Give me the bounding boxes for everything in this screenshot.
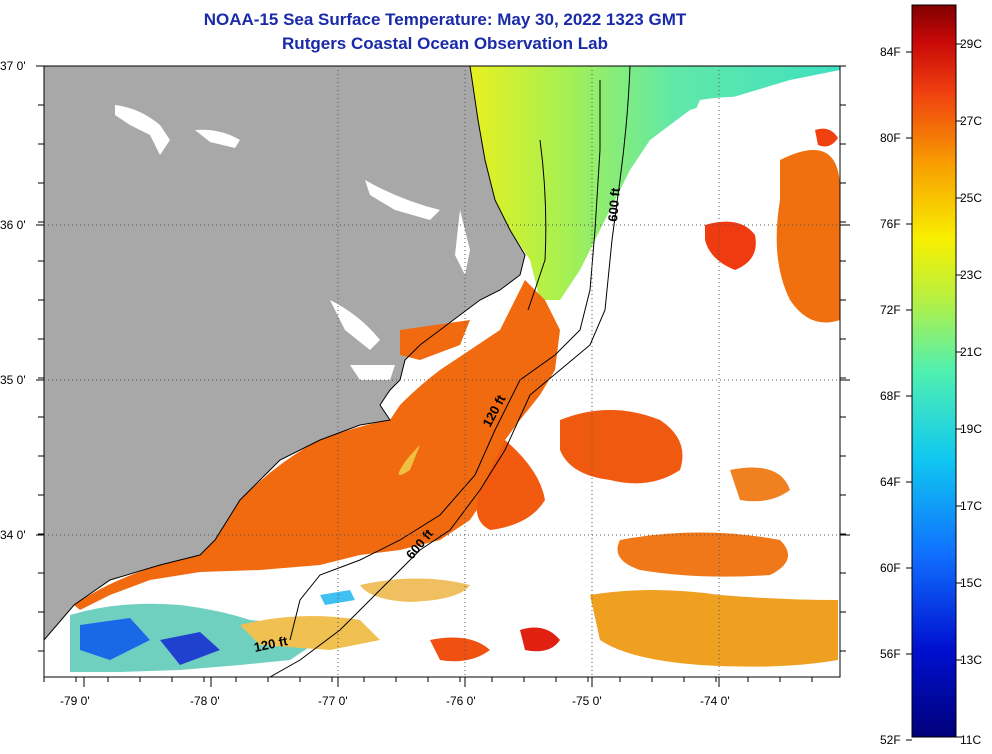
lon-label-74: -74 0' [700, 694, 730, 708]
cb-f-80: 80F [880, 131, 901, 145]
plot-frame [43, 65, 841, 678]
cb-f-76: 76F [880, 217, 901, 231]
cb-c-17: 17C [960, 499, 982, 513]
lat-label-37: 37 0' [0, 59, 26, 73]
cb-f-84: 84F [880, 45, 901, 59]
cb-f-56: 56F [880, 647, 901, 661]
cb-c-19: 19C [960, 422, 982, 436]
lon-label-78: -78 0' [190, 694, 220, 708]
lon-label-76: -76 0' [446, 694, 476, 708]
contour-label-600-north: 600 ft [605, 186, 623, 222]
longitude-axis: -79 0' -78 0' -77 0' -76 0' -75 0' -74 0… [60, 694, 730, 708]
celsius-labels: 29C 27C 25C 23C 21C 19C 17C 15C 13C 11C [960, 37, 982, 747]
cb-c-27: 27C [960, 114, 982, 128]
warm-patch-east [776, 150, 840, 323]
map-title: NOAA-15 Sea Surface Temperature: May 30,… [203, 10, 687, 29]
lon-label-79: -79 0' [60, 694, 90, 708]
cb-f-72: 72F [880, 303, 901, 317]
warm-coastal-water [74, 280, 560, 610]
cb-f-52: 52F [880, 733, 901, 747]
contour-label-120-south: 120 ft [253, 633, 290, 655]
cb-c-13: 13C [960, 653, 982, 667]
cb-c-29: 29C [960, 37, 982, 51]
cb-c-25: 25C [960, 191, 982, 205]
latitude-axis: 37 0' 36 0' 35 0' 34 0' [0, 59, 44, 542]
isobath-600-north [269, 66, 631, 677]
isobath-120 [289, 80, 601, 641]
lat-label-34: 34 0' [0, 528, 26, 542]
fahrenheit-labels: 84F 80F 76F 72F 68F 64F 60F 56F 52F [880, 45, 901, 747]
cb-c-15: 15C [960, 576, 982, 590]
cool-water-region [470, 66, 840, 300]
cb-c-23: 23C [960, 268, 982, 282]
lon-label-75: -75 0' [572, 694, 602, 708]
lat-label-36: 36 0' [0, 218, 26, 232]
temperature-colorbar [911, 4, 957, 738]
map-subtitle: Rutgers Coastal Ocean Observation Lab [282, 34, 608, 53]
cb-c-11: 11C [960, 733, 981, 747]
cb-f-64: 64F [880, 475, 901, 489]
cb-c-21: 21C [960, 345, 982, 359]
lat-label-35: 35 0' [0, 373, 26, 387]
lon-label-77: -77 0' [318, 694, 348, 708]
cb-f-60: 60F [880, 561, 901, 575]
cb-f-68: 68F [880, 389, 901, 403]
